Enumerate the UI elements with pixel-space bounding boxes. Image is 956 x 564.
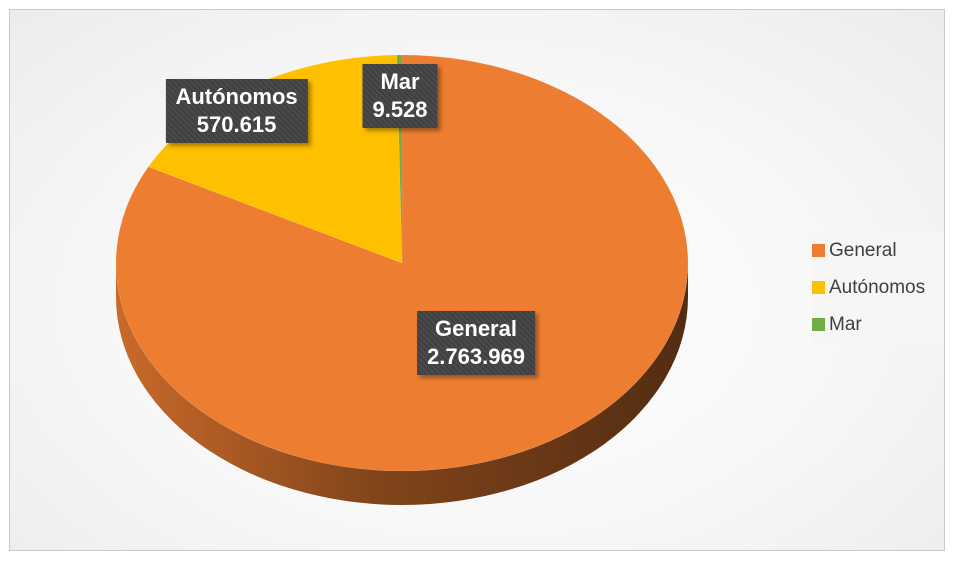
data-label-general: General 2.763.969 — [417, 311, 535, 375]
data-label-value: 2.763.969 — [427, 344, 525, 369]
pie-chart — [115, 54, 689, 505]
legend-label-general: General — [829, 239, 897, 261]
legend-item-general: General — [812, 232, 944, 269]
legend-label-autonomos: Autónomos — [829, 276, 926, 298]
legend-item-autonomos: Autónomos — [812, 269, 944, 306]
data-label-category: General — [435, 316, 517, 341]
legend-item-mar: Mar — [812, 306, 944, 343]
legend: General Autónomos Mar — [812, 232, 944, 343]
legend-label-mar: Mar — [829, 313, 862, 335]
data-label-value: 570.615 — [196, 112, 277, 138]
data-label-value: 9.528 — [372, 97, 428, 122]
data-label-mar: Mar 9.528 — [362, 64, 438, 128]
data-label-category: Mar — [380, 69, 420, 94]
legend-swatch-mar — [812, 318, 825, 331]
legend-swatch-general — [812, 244, 825, 257]
pie-side-wall — [116, 263, 688, 505]
data-label-category: Autónomos — [175, 84, 298, 110]
pie-slice-general — [115, 54, 689, 472]
chart-area: General 2.763.969 Autónomos 570.615 Mar 9.528… — [9, 9, 945, 551]
legend-swatch-autonomos — [812, 281, 825, 294]
data-label-autnomos: Autónomos 570.615 — [165, 79, 308, 144]
